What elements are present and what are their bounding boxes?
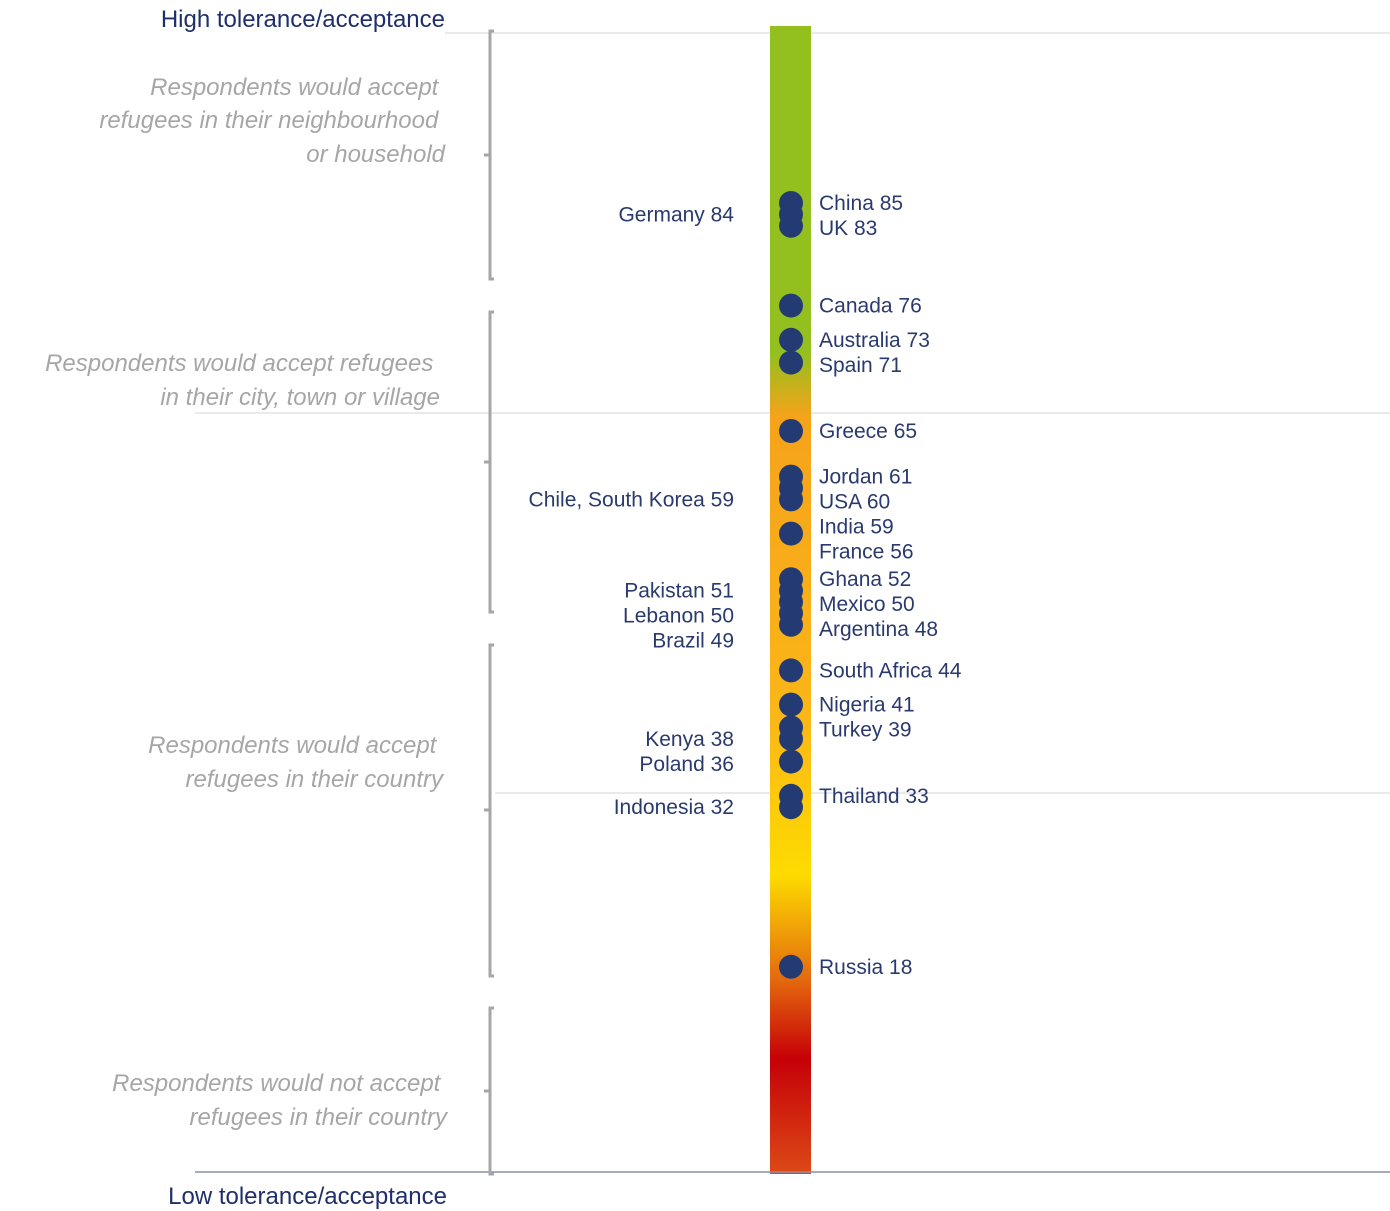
point-56: [779, 521, 803, 546]
point-44: [779, 658, 803, 683]
label-greece: Greece 65: [819, 420, 917, 443]
label-spain: Spain 71: [819, 354, 902, 377]
label-brazil: Brazil 49: [652, 630, 734, 653]
band-label-country: Respondents would accept refugees in the…: [148, 732, 445, 793]
label-uk: UK 83: [819, 217, 877, 240]
label-france: France 56: [819, 541, 914, 564]
label-germany: Germany 84: [618, 203, 734, 226]
label-australia: Australia 73: [819, 329, 930, 352]
label-kenya: Kenya 38: [645, 728, 734, 751]
label-russia: Russia 18: [819, 956, 912, 979]
label-usa: USA 60: [819, 491, 890, 514]
point-76: [779, 293, 803, 318]
bracket-not-country: [484, 1006, 494, 1176]
point-59: [779, 487, 803, 512]
point-36: [779, 749, 803, 774]
label-high-tolerance: High tolerance/acceptance: [161, 6, 445, 33]
point-32: [779, 795, 803, 820]
label-turkey: Turkey 39: [819, 719, 912, 742]
band-brackets: [484, 29, 494, 1176]
label-pakistan: Pakistan 51: [624, 580, 734, 603]
point-48: [779, 612, 803, 637]
band-label-city: Respondents would accept refugees in the…: [45, 350, 440, 411]
point-18: [779, 954, 803, 979]
label-thailand: Thailand 33: [819, 785, 929, 808]
label-south-africa: South Africa 44: [819, 659, 962, 682]
label-nigeria: Nigeria 41: [819, 694, 915, 717]
band-label-not-country: Respondents would not accept refugees in…: [112, 1070, 449, 1131]
bracket-neighbourhood: [484, 29, 494, 281]
label-jordan: Jordan 61: [819, 466, 912, 489]
point-38: [779, 726, 803, 751]
label-india: India 59: [819, 516, 894, 539]
label-lebanon: Lebanon 50: [623, 605, 734, 628]
label-canada: Canada 76: [819, 295, 922, 318]
band-label-neighbourhood: Respondents would accept refugees in the…: [99, 74, 445, 168]
label-china: China 85: [819, 192, 903, 215]
label-mexico: Mexico 50: [819, 593, 915, 616]
label-argentina: Argentina 48: [819, 618, 938, 641]
country-points: [779, 191, 803, 979]
label-indonesia: Indonesia 32: [614, 796, 734, 819]
bracket-country: [484, 643, 494, 978]
bracket-city: [484, 310, 494, 614]
point-73: [779, 327, 803, 352]
label-ghana: Ghana 52: [819, 568, 911, 591]
point-41: [779, 692, 803, 717]
label-low-tolerance: Low tolerance/acceptance: [168, 1183, 447, 1210]
point-83: [779, 213, 803, 238]
point-71: [779, 350, 803, 375]
label-chile-south-korea: Chile, South Korea 59: [529, 488, 734, 511]
point-65: [779, 419, 803, 443]
label-poland: Poland 36: [639, 753, 734, 776]
